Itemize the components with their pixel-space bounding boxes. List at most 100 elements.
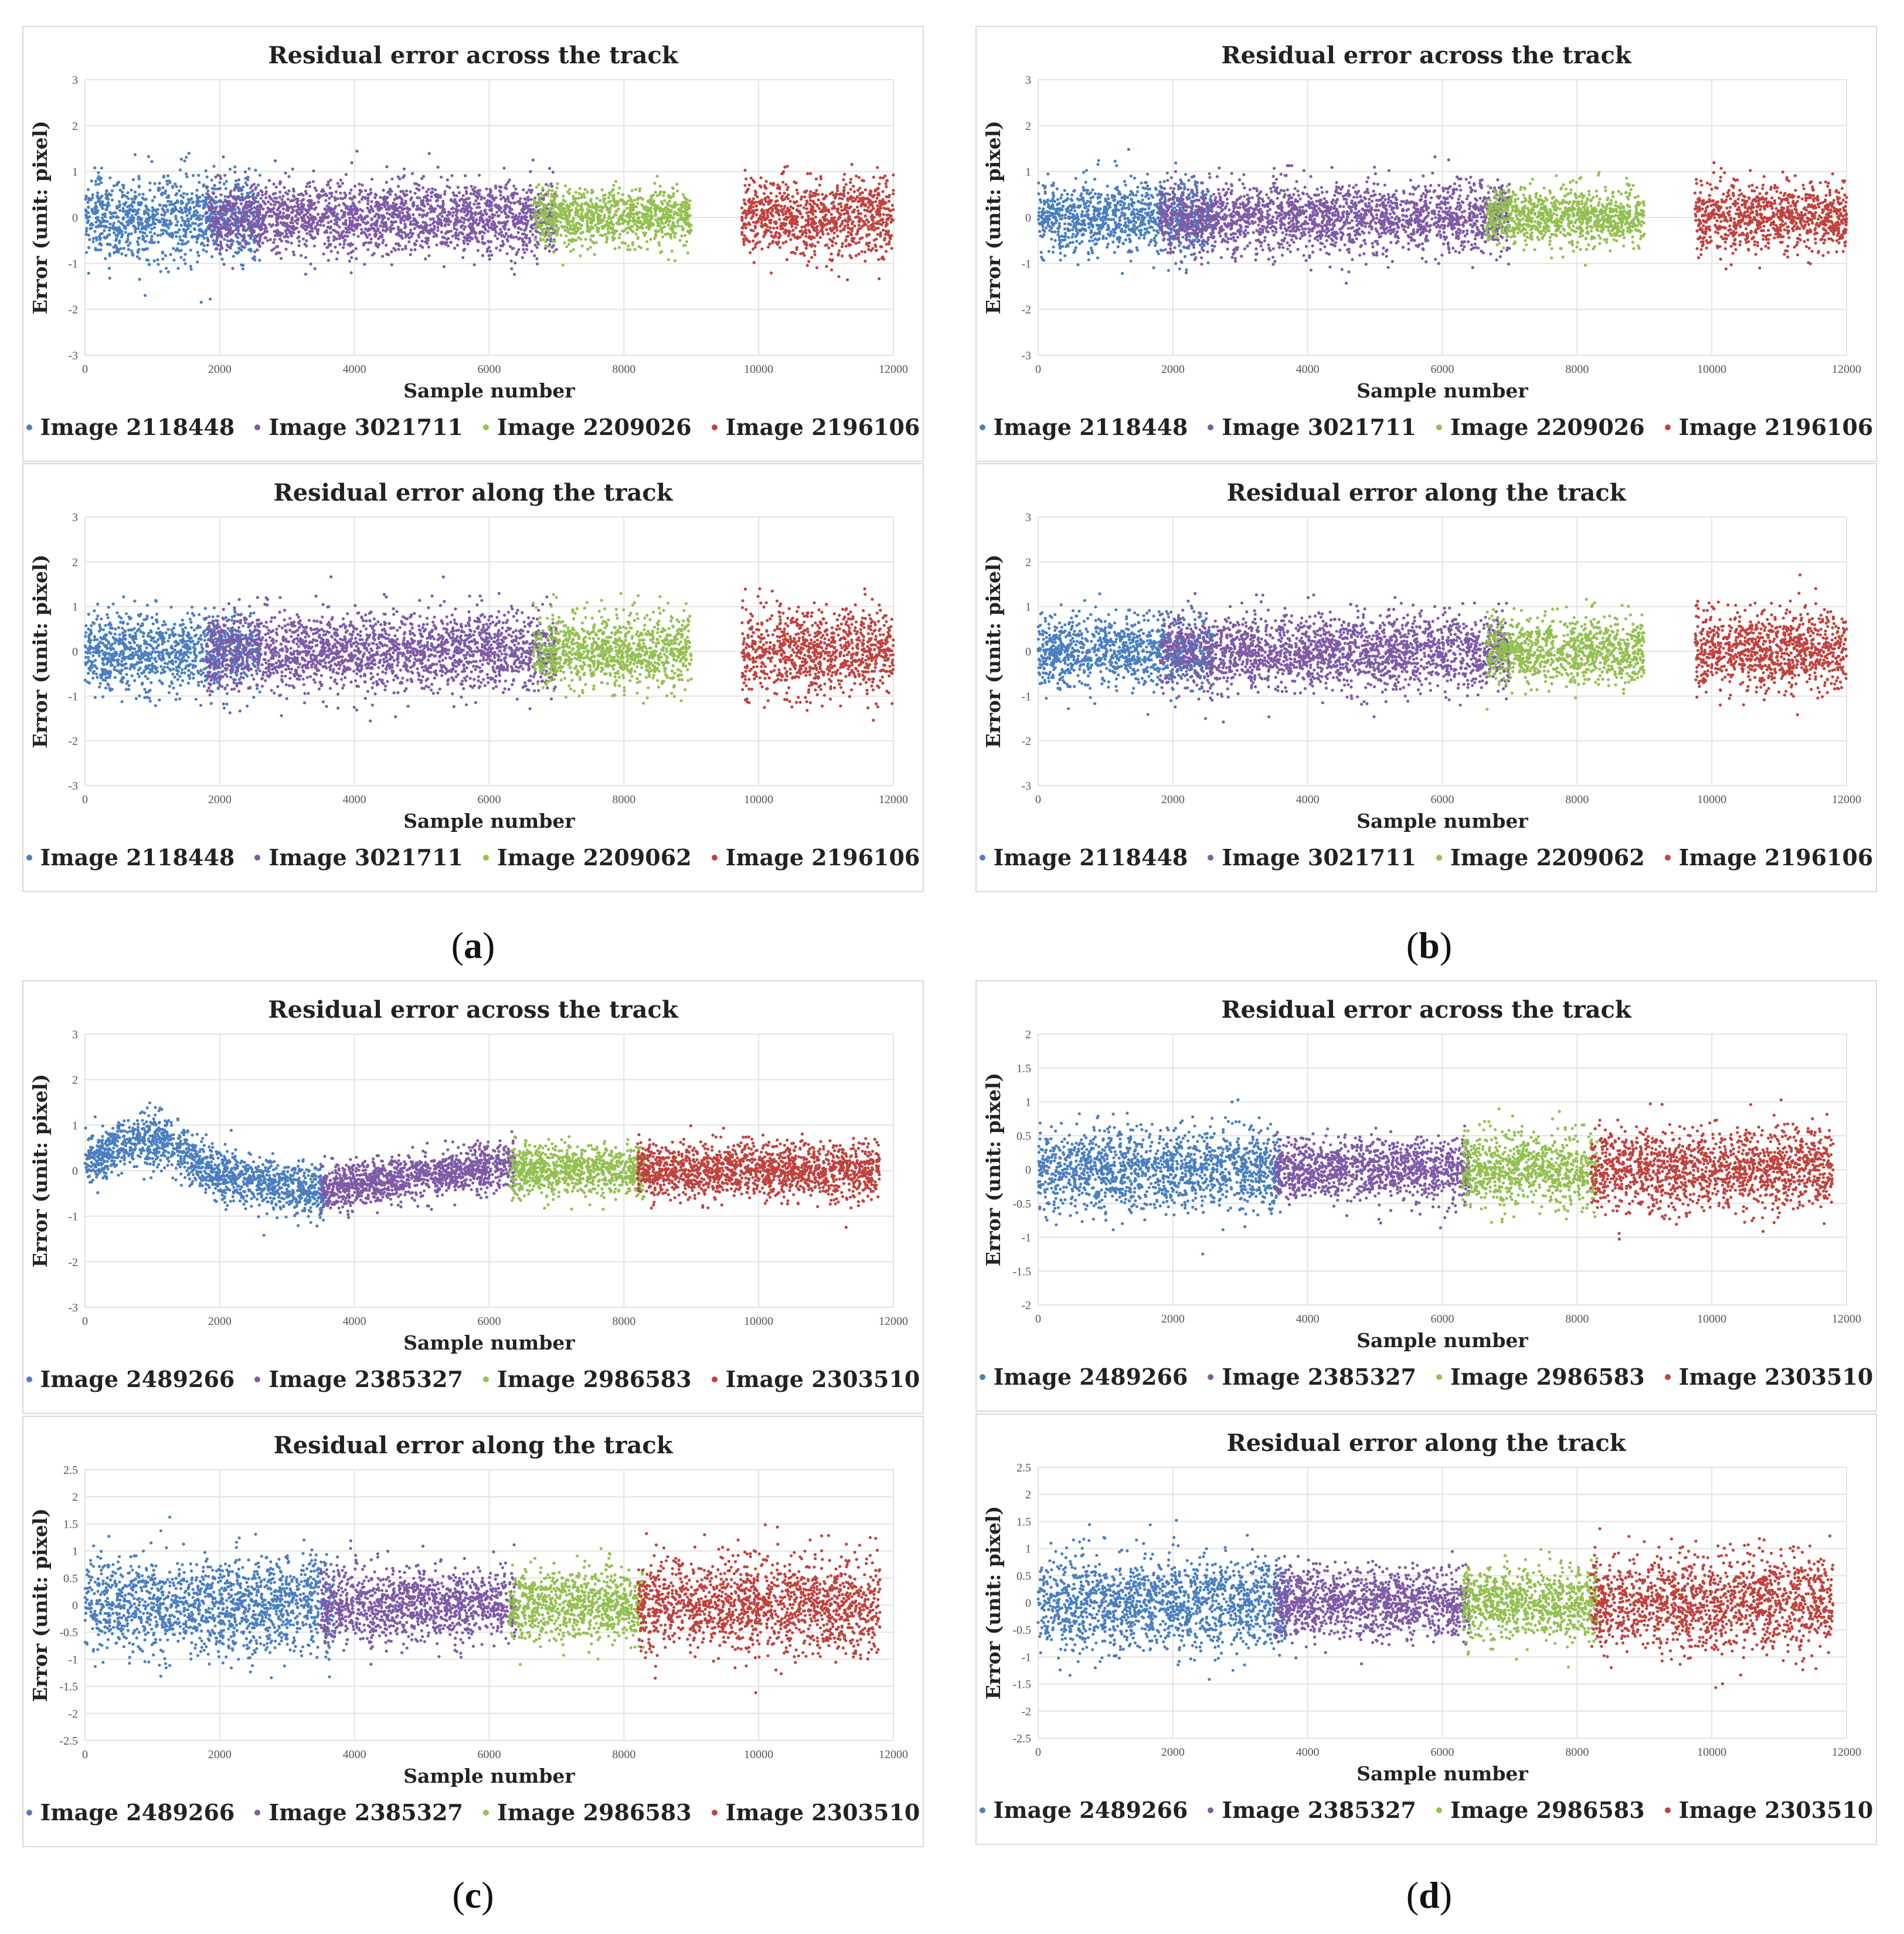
data-point [650, 195, 653, 198]
data-point [126, 215, 130, 218]
data-point [668, 213, 671, 217]
data-point [505, 205, 509, 208]
data-point [819, 175, 822, 178]
data-point [521, 207, 525, 210]
data-point [198, 233, 201, 237]
data-point [246, 175, 250, 179]
data-point [228, 219, 232, 223]
data-point [342, 239, 346, 243]
data-point [602, 198, 606, 201]
data-point [241, 245, 244, 249]
data-point [448, 186, 451, 189]
data-point [100, 194, 104, 198]
data-point [343, 191, 346, 195]
data-point [253, 206, 256, 209]
data-point [765, 209, 769, 212]
data-point [375, 193, 378, 197]
data-point [888, 242, 891, 246]
data-point [846, 220, 849, 223]
data-point [879, 231, 882, 234]
data-point [191, 222, 195, 225]
data-point [151, 217, 155, 222]
data-point [313, 201, 317, 205]
data-point [249, 225, 253, 229]
chart-a-across: Residual error across the track -3 -2 -1 0 1 2… [22, 26, 924, 462]
data-point [218, 209, 222, 213]
data-point [742, 240, 746, 244]
data-point [430, 187, 434, 191]
data-point [140, 222, 144, 226]
data-point [151, 241, 154, 244]
data-point [574, 213, 577, 217]
data-point [569, 232, 572, 235]
data-point [302, 207, 305, 210]
data-point [846, 212, 850, 215]
data-point [504, 232, 508, 235]
data-point [162, 218, 166, 222]
data-point [403, 194, 407, 198]
data-point [97, 171, 100, 174]
data-point [852, 190, 856, 193]
data-point [378, 243, 381, 246]
data-point [210, 186, 214, 190]
data-point [805, 211, 809, 215]
data-point [767, 229, 770, 232]
data-point [272, 182, 276, 186]
data-point [402, 207, 406, 210]
data-point [877, 258, 880, 261]
data-point [600, 210, 603, 213]
data-point [462, 227, 466, 231]
data-point [294, 198, 298, 201]
data-point [749, 251, 752, 254]
data-point [532, 198, 536, 201]
data-point [434, 188, 437, 192]
data-point [658, 193, 662, 196]
data-point [774, 222, 778, 225]
data-point [528, 239, 532, 243]
data-point [99, 248, 103, 251]
data-point [525, 236, 528, 240]
data-point [855, 232, 859, 235]
data-point [275, 217, 278, 220]
data-point [191, 192, 194, 195]
data-point [817, 193, 820, 196]
data-point [293, 226, 297, 230]
data-point [131, 178, 135, 182]
data-point [146, 217, 149, 221]
data-point [327, 202, 331, 205]
data-point [514, 217, 518, 220]
data-point [474, 213, 477, 216]
data-point [680, 225, 684, 228]
data-point [345, 228, 349, 232]
data-point [193, 210, 196, 213]
data-point [457, 191, 461, 195]
data-point [100, 232, 104, 235]
data-point [138, 193, 141, 196]
data-point [396, 215, 400, 219]
data-point [769, 182, 773, 185]
data-point [259, 236, 262, 240]
data-point [593, 223, 597, 227]
data-point [422, 228, 426, 232]
data-point [589, 246, 592, 249]
data-point [267, 200, 270, 204]
data-point [607, 225, 610, 228]
data-point [104, 257, 107, 260]
data-point [633, 222, 637, 226]
data-point [192, 206, 196, 209]
data-point [175, 185, 178, 188]
data-point [166, 182, 169, 186]
data-point [206, 189, 210, 193]
data-point [437, 217, 440, 220]
data-point [404, 233, 408, 236]
data-point [455, 243, 459, 247]
data-point [145, 205, 148, 209]
data-point [243, 170, 247, 174]
data-point [94, 220, 98, 224]
data-point [400, 230, 404, 234]
data-point [212, 242, 216, 246]
data-point [515, 250, 519, 254]
data-point [613, 247, 617, 250]
data-point [158, 220, 162, 223]
data-point [517, 215, 521, 219]
